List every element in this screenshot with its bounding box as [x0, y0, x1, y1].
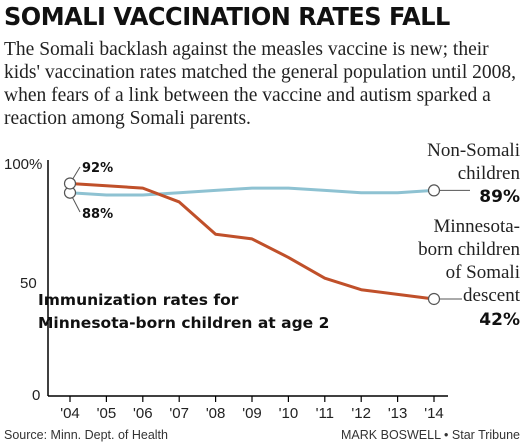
somali-series	[63, 166, 462, 306]
x-tick-label: '09	[242, 405, 262, 422]
x-tick-label: '11	[316, 405, 334, 422]
x-tick-label: '10	[279, 405, 299, 422]
y-tick-label: 0	[32, 387, 40, 404]
source-note: Source: Minn. Dept. of Health	[4, 428, 168, 442]
non-somali-legend: Non-Somali children 89%	[427, 140, 520, 207]
axes: '04 '05 '06 '07 '08 '09 '10 '11 '12 '13 '14	[47, 160, 448, 422]
x-tick-label: '12	[351, 405, 371, 422]
somali-name-line: descent	[463, 285, 521, 306]
chart-title: SOMALI VACCINATION RATES FALL	[4, 2, 450, 31]
annotation-line-1: Immunization rates for	[38, 291, 239, 309]
somali-end-label: 42%	[479, 310, 520, 330]
x-tick-label: '05	[97, 405, 117, 422]
y-tick-label: 100%	[4, 156, 42, 173]
x-ticks: '04 '05 '06 '07 '08 '09 '10 '11 '12 '13 '14	[60, 396, 444, 422]
start-labels: 92% 88%	[82, 161, 113, 222]
x-tick-label: '14	[424, 405, 444, 422]
non-somali-name-line: children	[458, 163, 521, 184]
chart-annotation: Immunization rates for Minnesota-born ch…	[38, 291, 329, 332]
series-layer	[63, 166, 470, 306]
x-tick-label: '13	[388, 405, 408, 422]
somali-line	[69, 181, 435, 301]
somali-legend: Minnesota- born children of Somali desce…	[418, 216, 521, 330]
y-tick-labels: 100% 50 0	[4, 156, 42, 404]
somali-end-marker	[427, 292, 441, 306]
somali-name-line: Minnesota-	[433, 216, 520, 237]
non_somali-series	[63, 184, 470, 213]
x-tick-label: '04	[60, 405, 80, 422]
non_somali-line	[69, 186, 435, 197]
x-tick-label: '07	[169, 405, 189, 422]
credit-note: MARK BOSWELL • Star Tribune	[341, 428, 520, 442]
annotation-line-2: Minnesota-born children at age 2	[38, 314, 329, 332]
somali-name-line: born children	[418, 239, 520, 260]
non-somali-end-label: 89%	[479, 187, 520, 207]
somali-start-marker	[63, 177, 77, 190]
y-tick-label: 50	[20, 275, 37, 292]
x-tick-label: '08	[206, 405, 226, 422]
non_somali-end-marker	[427, 184, 441, 197]
somali-start-label: 92%	[82, 161, 113, 176]
somali-name-line: of Somali	[446, 262, 520, 283]
x-tick-label: '06	[133, 405, 153, 422]
non-somali-start-label: 88%	[82, 207, 113, 222]
chart-subtitle: The Somali backlash against the measles …	[4, 39, 516, 129]
non-somali-name-line: Non-Somali	[427, 140, 520, 161]
